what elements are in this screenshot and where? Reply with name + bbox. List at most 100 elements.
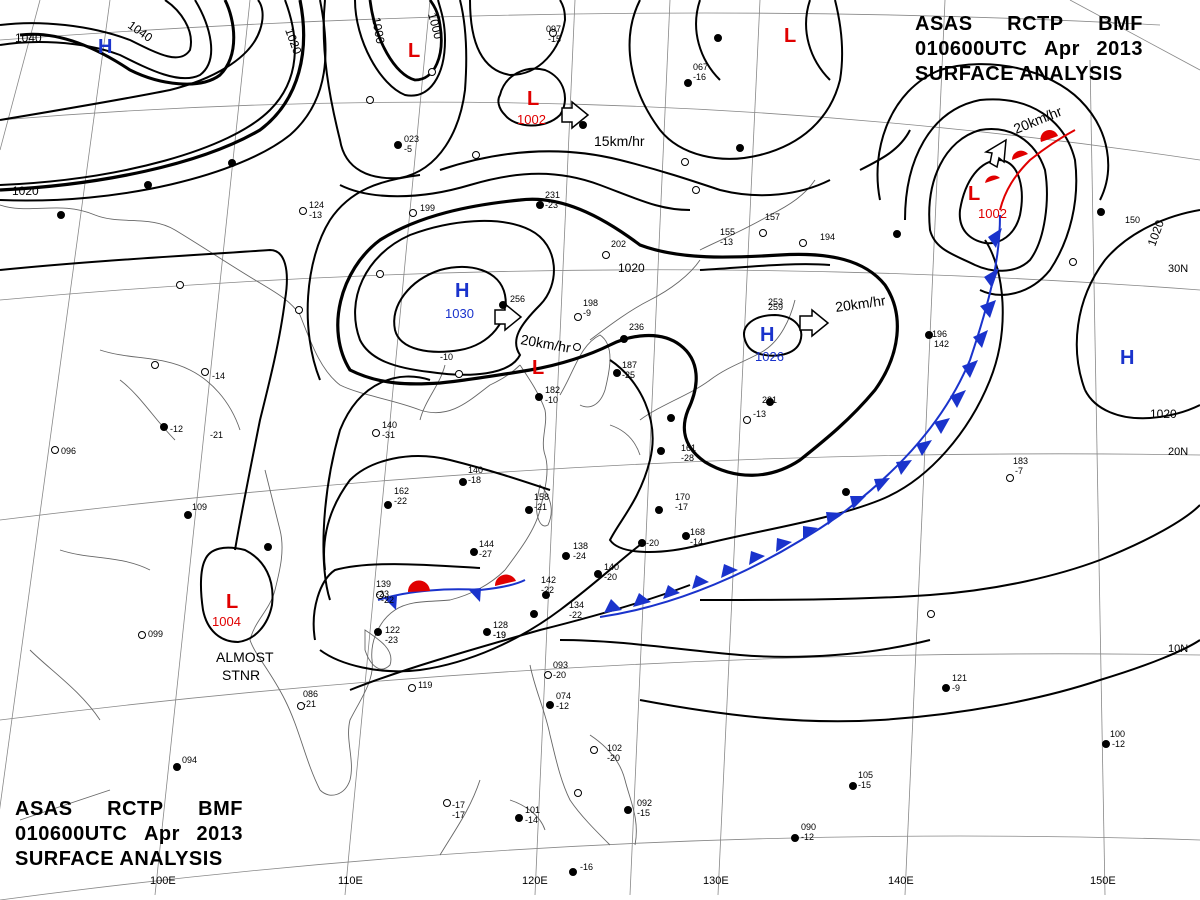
station-value: -22 [541,585,554,595]
header-product: SURFACE ANALYSIS [15,848,223,870]
station-value: -15 [858,780,871,790]
station-value: -12 [170,424,183,434]
lon-label: 150E [1090,875,1116,887]
header-time-row: 010600UTC Apr 2013 [15,822,243,847]
station-value: -23 [545,200,558,210]
station-value: -12 [801,832,814,842]
station-value: 086 [303,689,318,699]
header-agency: BMF [198,798,243,820]
station-value: 259 [768,302,783,312]
station-value: -18 [468,475,481,485]
high-pressure-center: H 1030 [445,280,474,321]
station-value: -10 [545,395,558,405]
station-value: -14 [212,371,225,381]
station-value: -13 [753,409,766,419]
station-value: 099 [148,629,163,639]
station-value: -23 [385,635,398,645]
station-value: -28 [681,453,694,463]
station-value: 182 [545,385,560,395]
station-value: -12 [556,701,569,711]
note-line: ALMOST [216,649,274,665]
lat-label: 10N [1168,643,1188,655]
station-value: -14 [525,815,538,825]
movement-arrow-icon [494,302,523,332]
header-time: Apr [1043,38,1080,60]
station-value: 122 [385,625,400,635]
lat-label: 30N [1168,263,1188,275]
station-value: 183 [1013,456,1028,466]
station-value: -17 [675,502,688,512]
isobar-label: 1020 [618,261,645,275]
station-value: 102 [607,743,622,753]
station-value: -24 [573,551,586,561]
station-value: 187 [622,360,637,370]
lon-label: 100E [150,875,176,887]
header-time-row: 010600UTC Apr 2013 [915,37,1143,62]
station-value: -16 [580,862,593,872]
center-symbol: H [760,324,774,346]
station-value: 142 [934,339,949,349]
movement-arrow-icon [799,308,830,338]
movement-arrow-icon [983,138,1007,169]
station-value: -21 [303,699,316,709]
center-value: 1026 [755,349,784,364]
low-pressure-center: L [408,40,420,62]
station-value: 253 [768,297,783,307]
low-pressure-center: L 1002 [968,183,1007,221]
station-value: 198 [583,298,598,308]
station-labels: 097 -15 067 -16 023 -5 199 231 -23 202 2… [61,24,1140,872]
low-pressure-center: L [784,25,796,47]
isobar-label: 1040 [15,31,42,45]
station-value: -22 [381,595,394,605]
station-value: 109 [192,502,207,512]
high-pressure-center: H [1120,347,1134,369]
map-header-bottom: ASAS RCTP BMF 010600UTC Apr 2013 SURFACE… [15,797,243,872]
high-pressure-center: H 1026 [755,324,784,364]
station-value: -13 [309,210,322,220]
header-agency-row: ASAS RCTP BMF [15,797,243,822]
station-value: 140 [382,420,397,430]
station-value: -21 [534,502,547,512]
center-symbol: H [455,280,469,302]
station-value: -20 [604,572,617,582]
header-agency: RCTP [1007,13,1064,35]
station-value: 256 [510,294,525,304]
header-time: 010600UTC [15,823,128,845]
low-pressure-center: L 1004 [212,591,241,629]
station-value: -21 [210,430,223,440]
station-value: 221 [762,395,777,405]
header-agency: ASAS [15,798,73,820]
station-value: -20 [646,538,659,548]
station-value: 139 [376,579,391,589]
movement-arrows [494,100,1007,338]
station-value: -23 [376,589,389,599]
station-value: 202 [611,239,626,249]
station-value: -14 [690,537,703,547]
lon-label: 110E [338,875,363,887]
station-value: -15 [637,808,650,818]
station-value: 074 [556,691,571,701]
station-value: -16 [693,72,706,82]
header-time: 2013 [1096,38,1143,60]
warm-front-bumps [985,129,1058,183]
station-value: 093 [553,660,568,670]
station-value: 150 [1125,215,1140,225]
station-value: -19 [493,630,506,640]
station-value: 100 [1110,729,1125,739]
isobar-label: 1020 [1150,407,1177,421]
header-agency-row: ASAS RCTP BMF [915,12,1143,37]
station-value: -27 [479,549,492,559]
station-value: 121 [952,673,967,683]
movement-label: 15km/hr [594,133,645,149]
station-value: -15 [548,34,561,44]
station-value: -9 [583,308,591,318]
center-value: 1002 [978,206,1007,221]
header-agency: BMF [1098,13,1143,35]
center-value: 1002 [517,112,546,127]
center-symbol: L [968,183,980,205]
note-line: STNR [222,667,260,683]
station-value: 161 [681,443,696,453]
lon-label: 120E [522,875,548,887]
